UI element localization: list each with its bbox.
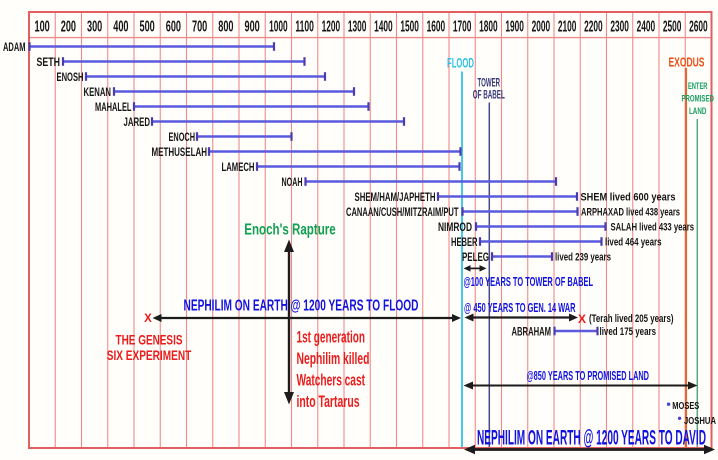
svg-text:lived 464 years: lived 464 years <box>605 237 662 249</box>
svg-text:1500: 1500 <box>400 19 419 36</box>
svg-text:2300: 2300 <box>610 19 629 36</box>
svg-text:1700: 1700 <box>453 19 472 36</box>
svg-text:MOSES: MOSES <box>672 400 699 412</box>
svg-text:1400: 1400 <box>374 19 393 36</box>
svg-text:EXODUS: EXODUS <box>669 55 705 70</box>
svg-text:300: 300 <box>87 19 102 36</box>
svg-text:ARPHAXAD lived 438 years: ARPHAXAD lived 438 years <box>581 207 680 219</box>
svg-text:LAND: LAND <box>689 106 707 117</box>
svg-text:1100: 1100 <box>295 19 314 36</box>
svg-text:JARED: JARED <box>124 115 151 129</box>
svg-text:1900: 1900 <box>505 19 524 36</box>
svg-text:ENOCH: ENOCH <box>169 130 196 144</box>
svg-text:PROMISED: PROMISED <box>681 94 714 105</box>
svg-text:1300: 1300 <box>348 19 367 36</box>
svg-text:1800: 1800 <box>479 19 498 36</box>
svg-text:500: 500 <box>139 19 154 36</box>
svg-text:2000: 2000 <box>532 19 551 36</box>
svg-text:1200: 1200 <box>322 19 341 36</box>
svg-text:SIX EXPERIMENT: SIX EXPERIMENT <box>107 347 192 363</box>
svg-text:2400: 2400 <box>637 19 656 36</box>
svg-text:2500: 2500 <box>663 19 682 36</box>
svg-text:CANAAN/CUSH/MITZRAIM/PUT: CANAAN/CUSH/MITZRAIM/PUT <box>346 205 459 219</box>
svg-text:@ 450 YEARS TO GEN. 14 WAR: @ 450 YEARS TO GEN. 14 WAR <box>464 301 576 315</box>
svg-text:200: 200 <box>61 19 76 36</box>
svg-text:1000: 1000 <box>269 19 288 36</box>
svg-text:NEPHILIM ON EARTH @ 1200 YEARS: NEPHILIM ON EARTH @ 1200 YEARS TO DAVID <box>477 427 706 450</box>
svg-text:NEPHILIM ON EARTH @ 1200 YEARS: NEPHILIM ON EARTH @ 1200 YEARS TO FLOOD <box>184 298 419 315</box>
svg-text:TOWER: TOWER <box>478 78 501 90</box>
svg-text:SALAH lived 433 years: SALAH lived 433 years <box>611 222 695 234</box>
svg-text:(Terah lived 205 years): (Terah lived 205 years) <box>589 313 674 325</box>
svg-text:METHUSELAH: METHUSELAH <box>152 145 208 159</box>
svg-text:700: 700 <box>192 19 207 36</box>
svg-text:OF BABEL: OF BABEL <box>473 90 505 102</box>
svg-text:ADAM: ADAM <box>3 40 26 54</box>
svg-text:LAMECH: LAMECH <box>222 160 255 174</box>
svg-text:800: 800 <box>218 19 233 36</box>
svg-text:2600: 2600 <box>689 19 708 36</box>
svg-text:ENOSH: ENOSH <box>57 70 84 84</box>
svg-text:2200: 2200 <box>584 19 603 36</box>
svg-text:900: 900 <box>244 19 259 36</box>
svg-text:NOAH: NOAH <box>282 175 303 189</box>
svg-text:600: 600 <box>166 19 181 36</box>
svg-text:JOSHUA: JOSHUA <box>684 415 716 427</box>
svg-text:@100 YEARS TO TOWER OF BABEL: @100 YEARS TO TOWER OF BABEL <box>464 275 594 289</box>
svg-text:2100: 2100 <box>558 19 577 36</box>
svg-text:X: X <box>144 313 152 325</box>
svg-text:MAHALEL: MAHALEL <box>95 100 132 114</box>
svg-text:400: 400 <box>113 19 128 36</box>
svg-text:Watchers cast: Watchers cast <box>297 371 366 390</box>
svg-text:SHEM lived 600 years: SHEM lived 600 years <box>581 192 676 204</box>
svg-text:NIMROD: NIMROD <box>438 220 472 234</box>
svg-text:ABRAHAM: ABRAHAM <box>512 325 552 339</box>
svg-text:Enoch's Rapture: Enoch's Rapture <box>244 222 336 239</box>
svg-text:SHEM/HAM/JAPHETH: SHEM/HAM/JAPHETH <box>355 190 436 204</box>
svg-text:100: 100 <box>34 19 49 36</box>
svg-text:SETH: SETH <box>37 55 61 69</box>
svg-text:KENAN: KENAN <box>84 85 112 99</box>
svg-text:lived 239 years: lived 239 years <box>555 252 611 264</box>
svg-text:THE GENESIS: THE GENESIS <box>116 332 183 348</box>
svg-text:FLOOD: FLOOD <box>447 56 474 71</box>
svg-text:ENTER: ENTER <box>688 81 708 92</box>
svg-text:HEBER: HEBER <box>451 235 478 249</box>
svg-text:@850 YEARS TO PROMISED LAND: @850 YEARS TO PROMISED LAND <box>527 369 650 383</box>
svg-text:lived 175 years: lived 175 years <box>600 326 657 338</box>
svg-text:into Tartarus: into Tartarus <box>297 392 360 411</box>
svg-text:Nephilim killed: Nephilim killed <box>297 349 370 368</box>
svg-text:1st generation: 1st generation <box>297 328 366 347</box>
svg-text:1600: 1600 <box>427 19 446 36</box>
svg-text:X: X <box>578 312 586 326</box>
svg-text:PELEG: PELEG <box>462 250 489 264</box>
